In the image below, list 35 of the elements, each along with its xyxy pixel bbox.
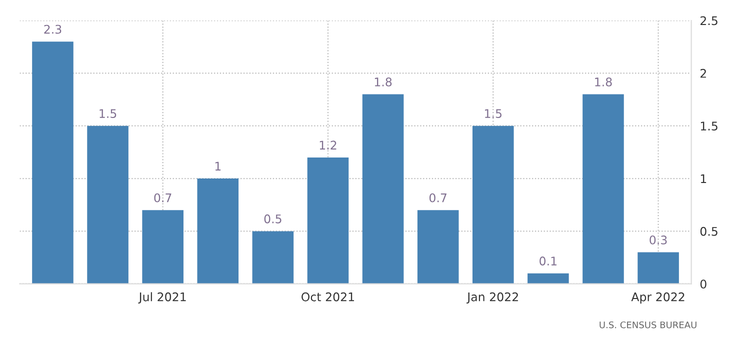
bar bbox=[638, 252, 679, 284]
bar bbox=[252, 231, 294, 284]
x-tick-label: Apr 2022 bbox=[631, 292, 684, 304]
data-label: 0.7 bbox=[154, 193, 172, 202]
bar bbox=[528, 273, 569, 284]
data-label: 1.5 bbox=[100, 109, 116, 118]
bar bbox=[362, 94, 404, 284]
y-tick-label: 2.5 bbox=[700, 16, 718, 26]
bar bbox=[142, 210, 184, 284]
text: U.S. CENSUS BUREAU bbox=[600, 321, 696, 328]
data-label: 0.1 bbox=[540, 256, 556, 266]
data-label: 1.2 bbox=[320, 140, 336, 150]
bar bbox=[472, 126, 514, 284]
data-label: 1 bbox=[215, 162, 221, 171]
data-label: 1.8 bbox=[374, 77, 392, 86]
data-label: 0.5 bbox=[264, 214, 282, 224]
y-tick-label: 2 bbox=[700, 68, 706, 78]
y-tick-label: 1 bbox=[700, 174, 706, 184]
data-label: 1.5 bbox=[485, 109, 502, 118]
bar bbox=[307, 157, 349, 284]
y-tick-label: 0 bbox=[700, 280, 706, 289]
data-label: 1.8 bbox=[595, 77, 612, 86]
y-tick-label: 1.5 bbox=[700, 122, 718, 131]
y-tick-label: 0.5 bbox=[700, 226, 718, 236]
bar bbox=[417, 210, 459, 284]
bar bbox=[87, 126, 128, 284]
bar bbox=[197, 178, 239, 284]
bar bbox=[32, 42, 74, 284]
data-label: 0.3 bbox=[650, 235, 667, 244]
bar bbox=[582, 94, 624, 284]
x-tick-label: Oct 2021 bbox=[302, 292, 354, 302]
x-tick-label: Jul 2021 bbox=[138, 292, 186, 304]
data-label: 0.7 bbox=[429, 193, 446, 202]
data-label: 2.3 bbox=[44, 24, 62, 34]
x-tick-label: Jan 2022 bbox=[466, 292, 518, 304]
